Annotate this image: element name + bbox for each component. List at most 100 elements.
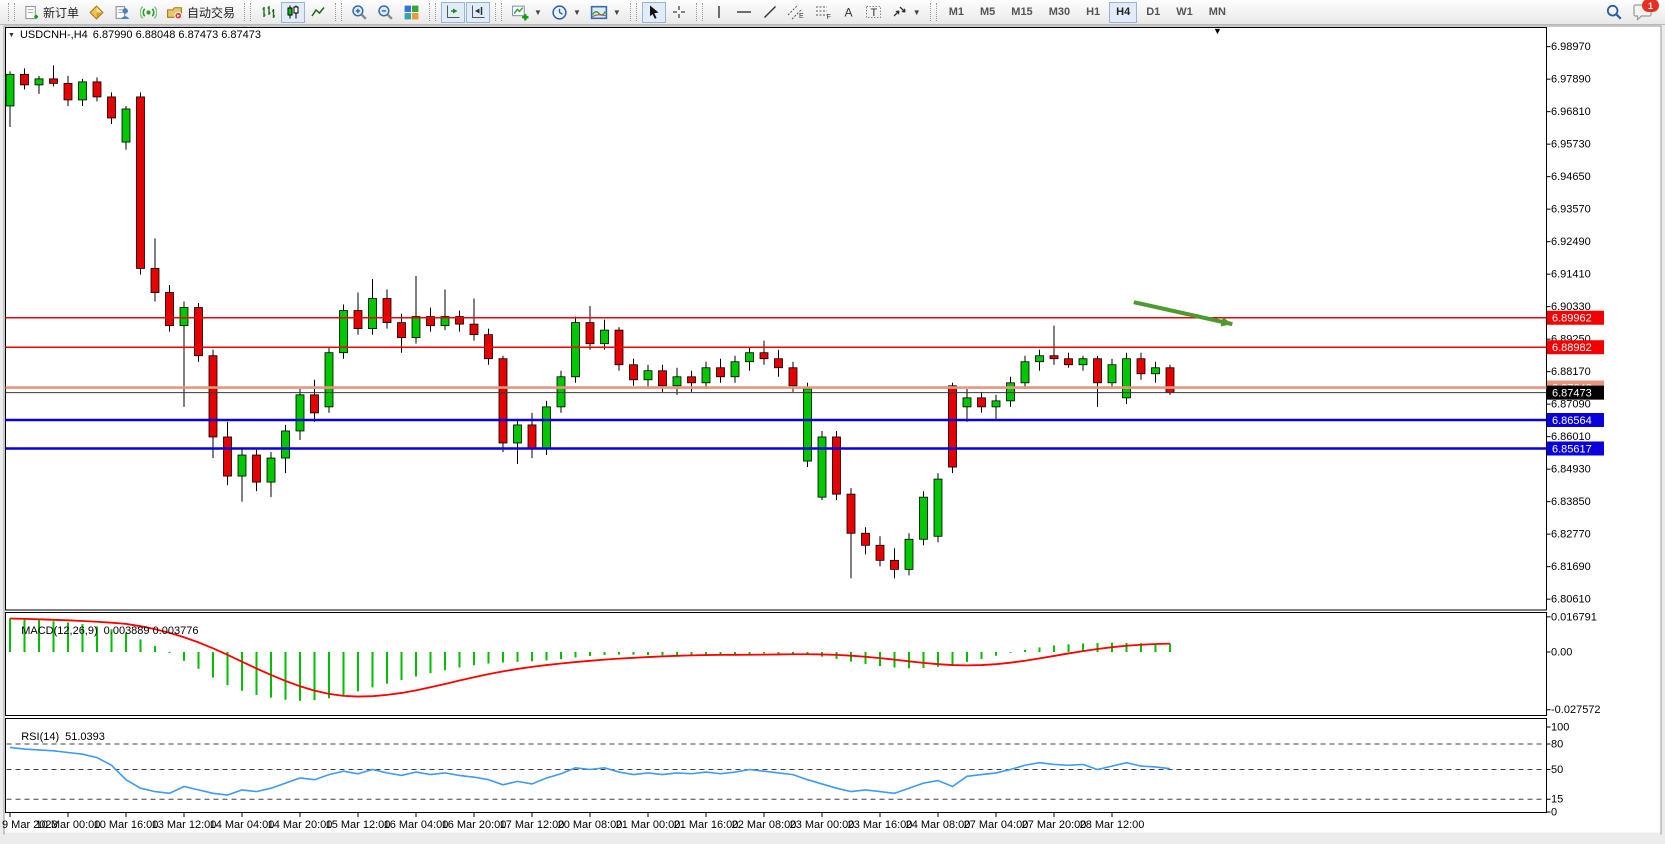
tile-windows-button[interactable] [399,2,424,23]
chart-end-marker-icon[interactable]: ▼ [1213,26,1222,36]
candle-bull [904,538,914,570]
search-button[interactable] [1601,2,1627,23]
indicators-button[interactable]: ▼ [507,2,546,23]
candle-bull [281,430,290,459]
arrows-tool-button[interactable]: ▼ [887,2,925,23]
candle-bear [20,73,29,86]
candlestick-chart-button[interactable] [281,1,306,23]
equidistant-channel-button[interactable]: E [783,2,809,23]
chart-menu-triangle-icon[interactable]: ▼ [8,31,15,39]
signals-button[interactable] [136,2,161,23]
timeframe-M30[interactable]: M30 [1048,6,1071,18]
candle-bull [1035,355,1044,363]
text-label-button[interactable]: T [861,2,886,23]
macd-tick-label: -0.027572 [1551,704,1601,716]
cursor-icon [646,4,662,20]
candle-bull [701,367,711,384]
timeframe-D1[interactable]: D1 [1146,6,1161,18]
horizontal-lines[interactable] [5,316,1547,450]
macd-name: MACD(12,26,9) [21,625,98,637]
candle-bear [165,292,174,327]
notification-badge: 1 [1642,0,1659,12]
cursor-button[interactable] [641,1,666,23]
candle-bull [571,322,580,378]
macd-tick-label: 0.016791 [1551,611,1597,623]
candle-bull [266,457,276,483]
bar-chart-button[interactable] [256,2,280,23]
toolbar-grip [8,3,15,21]
price-axis: 6.98970 6.97890 6.96810 6.95730 6.94650 6.935… [1546,41,1604,606]
autotrading-button[interactable]: 自动交易 [162,2,239,23]
notifications-button[interactable]: 1 [1633,0,1659,22]
crosshair-button[interactable] [667,2,691,23]
rsi-value: 51.0393 [65,731,105,743]
text-button[interactable]: A [837,2,860,23]
candle-bull [919,496,928,540]
toolbar-grip [429,3,437,21]
zoom-in-button[interactable] [347,2,372,23]
candle-bull [1151,367,1160,375]
time-tick-label: 10 Mar 00:00 [36,819,101,831]
price-tick-label: 6.97890 [1551,74,1591,86]
svg-text:A: A [844,6,852,20]
zoom-in-icon [351,4,368,21]
timeframe-MN[interactable]: MN [1208,6,1226,18]
line-chart-button[interactable] [306,2,330,23]
text-label-icon: T [865,4,882,20]
candle-bear [49,78,58,84]
candle-bear [585,322,595,345]
candle-bull [5,73,15,107]
price-badge-label: 6.88982 [1552,342,1592,354]
price-tick-label: 6.90330 [1551,301,1591,313]
templates-button[interactable]: ▼ [586,2,625,23]
chart-plot-area[interactable]: 6.98970 6.97890 6.96810 6.95730 6.94650 6.935… [0,25,1665,844]
tile-windows-icon [403,4,420,21]
timeframe-M15[interactable]: M15 [1011,6,1033,18]
vertical-line-button[interactable] [708,2,730,23]
chart-shift-button[interactable] [466,1,491,23]
rsi-tick-label: 50 [1551,764,1563,776]
price-tick-label: 6.83850 [1551,496,1591,508]
price-tick-label: 6.93570 [1551,204,1591,216]
time-tick-label: 23 Mar 16:00 [848,819,913,831]
timeframe-H1[interactable]: H1 [1086,6,1101,18]
toolbar-grip [335,3,343,21]
price-tick-label: 6.98970 [1551,41,1591,53]
macd-signal-line [9,617,1171,698]
trendline-button[interactable] [758,2,782,23]
timeframe-W1[interactable]: W1 [1176,6,1193,18]
candle-bull [745,352,754,363]
toolbar-grip [929,3,937,21]
candlestick-chart-icon [285,4,301,20]
window-bottom-strip [4,832,1661,844]
time-tick-label: 16 Mar 04:00 [384,819,449,831]
auto-scroll-button[interactable] [441,1,466,23]
rsi-tick-label: 100 [1551,722,1569,734]
toolbar-grip [695,3,703,21]
indicators-icon [511,4,529,21]
new-order-button[interactable]: 新订单 [20,2,83,23]
candle-bull [324,352,334,408]
candle-bull [672,376,682,387]
horizontal-line-button[interactable] [731,2,757,23]
zoom-out-button[interactable] [373,2,398,23]
candle-bull [991,400,1001,408]
timeframe-H4[interactable]: H4 [1109,1,1138,23]
price-tick-label: 6.87090 [1551,399,1591,411]
candle-bull [1078,358,1088,366]
periods-button[interactable]: ▼ [547,2,585,23]
market-watch-button[interactable] [84,2,109,23]
timeframe-M5[interactable]: M5 [980,6,996,18]
search-icon [1605,3,1623,21]
candle-bull [556,376,566,408]
timeframe-M1[interactable]: M1 [948,6,964,18]
time-tick-label: 9 Mar 2023 [2,819,58,831]
macd-values: 0.003889 0.003776 [103,625,199,637]
new-order-label: 新订单 [43,5,80,20]
data-window-button[interactable] [110,2,135,23]
candle-bull [34,78,44,86]
arrow-annotation[interactable] [1133,300,1233,327]
fibonacci-button[interactable]: F [810,2,836,23]
candle-bull [1107,364,1117,384]
chart-title-bar[interactable]: ▼ USDCNH-,H4 6.87990 6.88048 6.87473 6.8… [8,29,261,41]
